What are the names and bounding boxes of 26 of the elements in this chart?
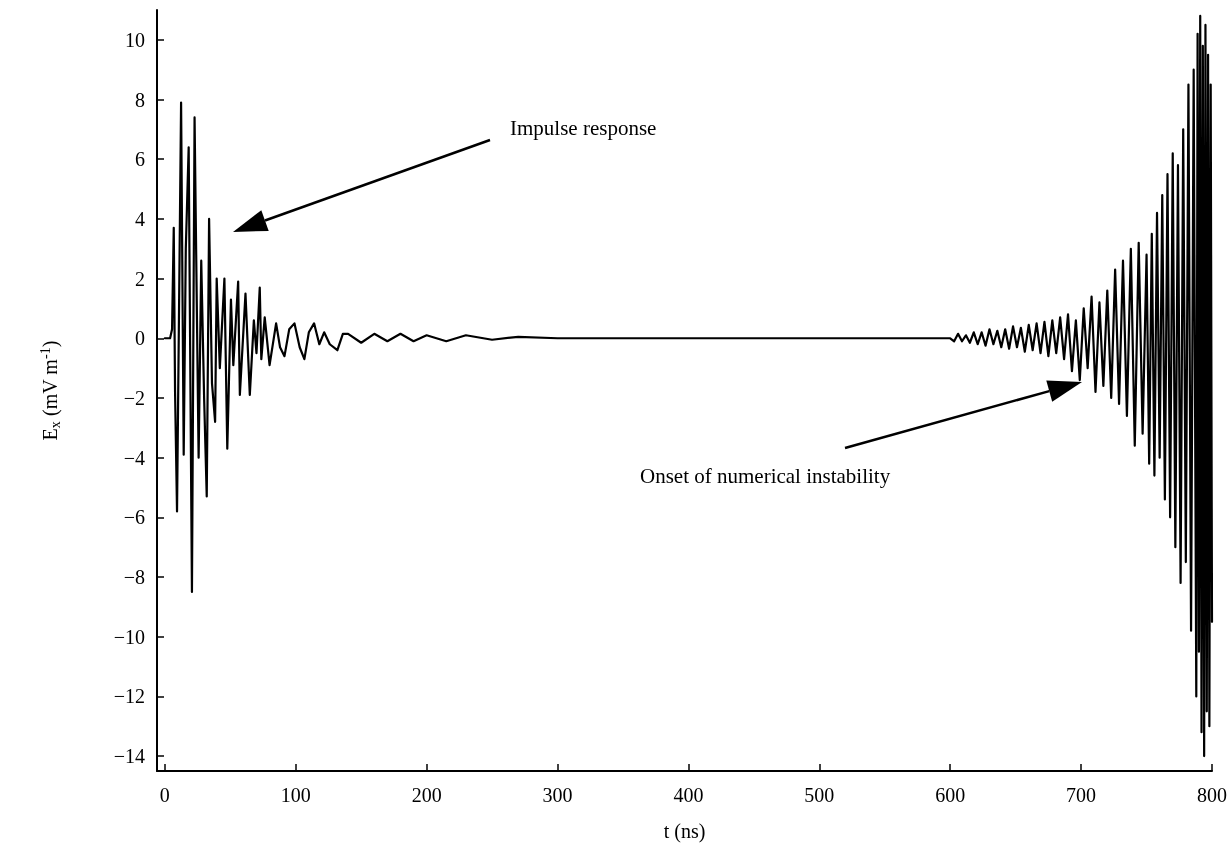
x-tick-label: 200 xyxy=(411,784,442,806)
y-tick-label: −10 xyxy=(113,625,145,648)
x-tick-label: 100 xyxy=(280,784,311,806)
y-tick-label: −6 xyxy=(123,506,145,529)
y-tick-label: 2 xyxy=(135,267,145,290)
x-tick-label: 400 xyxy=(673,784,704,806)
x-tick-label: 600 xyxy=(935,784,966,806)
x-tick-label: 300 xyxy=(542,784,573,806)
y-tick-label: −14 xyxy=(113,745,145,768)
annotation: Onset of numerical instability xyxy=(640,464,891,489)
y-tick-label: 0 xyxy=(135,327,145,350)
y-tick-label: 6 xyxy=(135,148,145,171)
x-tick-label: 0 xyxy=(159,784,170,806)
x-tick-label: 500 xyxy=(804,784,835,806)
y-tick-label: 4 xyxy=(135,207,145,230)
y-tick-label: 8 xyxy=(135,88,145,111)
y-tick-label: −2 xyxy=(123,386,145,409)
y-tick-label: −8 xyxy=(123,566,145,589)
y-axis-title: Ex (mV m-1) xyxy=(37,340,63,441)
x-tick-label: 800 xyxy=(1197,784,1227,806)
y-tick-label: −12 xyxy=(113,685,145,708)
x-tick-label: 700 xyxy=(1066,784,1097,806)
x-axis-title: t (ns) xyxy=(663,820,706,843)
y-tick-label: −4 xyxy=(123,446,145,469)
annotation: Impulse response xyxy=(510,116,657,141)
y-tick-label: 10 xyxy=(125,28,145,51)
